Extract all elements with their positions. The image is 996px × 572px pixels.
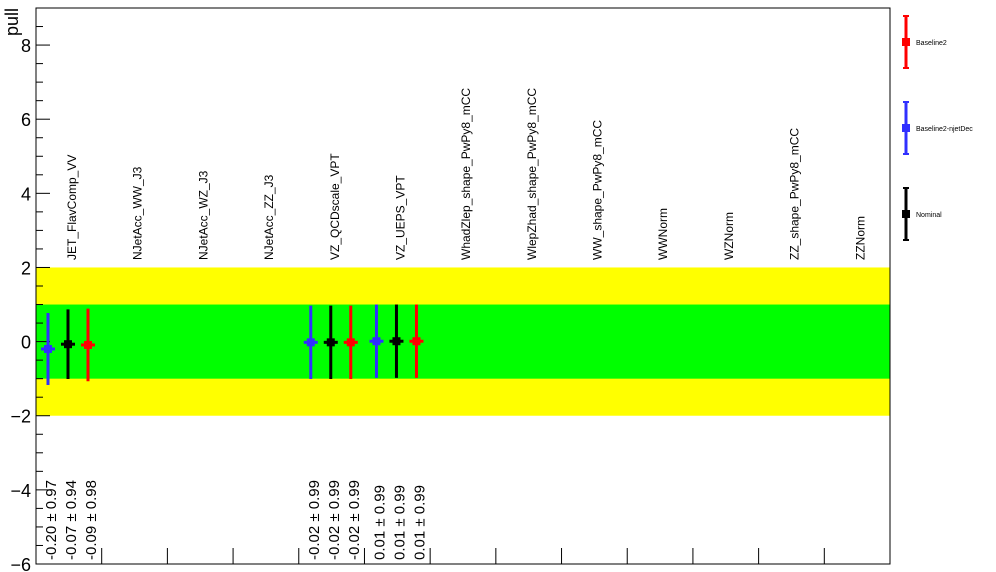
category-label: NJetAcc_ZZ_J3: [262, 174, 276, 260]
data-point: [306, 338, 315, 347]
data-point: [64, 340, 72, 349]
legend-label: Baseline2-njetDec: [916, 126, 973, 133]
legend-label: Nominal: [916, 212, 942, 219]
value-label: -0.02 ± 0.99: [306, 480, 323, 560]
category-label: VZ_UEPS_VPT: [393, 175, 407, 260]
category-label: WhadZlep_shape_PwPy8_mCC: [459, 88, 473, 260]
category-label: WlepZhad_shape_PwPy8_mCC: [525, 88, 539, 260]
value-label: 0.01 ± 0.99: [371, 485, 388, 560]
category-label: NJetAcc_WZ_J3: [196, 170, 210, 260]
category-label: NJetAcc_WW_J3: [131, 166, 145, 260]
legend-marker-point: [902, 38, 910, 46]
y-tick-label: 2: [21, 258, 31, 278]
y-tick-label: 4: [21, 184, 31, 204]
y-axis-label: pull: [2, 8, 22, 36]
category-label: VZ_QCDscale_VPT: [328, 153, 342, 260]
category-label: WZNorm: [722, 212, 736, 260]
value-label: -0.02 ± 0.99: [346, 480, 363, 560]
data-point: [84, 340, 92, 349]
value-label: -0.09 ± 0.98: [83, 480, 100, 560]
value-label: -0.20 ± 0.97: [43, 480, 60, 560]
y-tick-label: −6: [10, 555, 31, 572]
data-point: [412, 337, 421, 346]
category-label: ZZ_shape_PwPy8_mCC: [788, 128, 802, 260]
category-label: WW_shape_PwPy8_mCC: [591, 120, 605, 260]
value-label: -0.07 ± 0.94: [63, 480, 80, 560]
band-1-sigma: [36, 304, 890, 379]
y-tick-label: 8: [21, 36, 31, 56]
value-label: -0.02 ± 0.99: [326, 480, 343, 560]
category-label: JET_FlavComp_VV: [65, 155, 79, 260]
legend-marker-point: [902, 124, 910, 132]
category-label: ZZNorm: [853, 216, 867, 260]
y-tick-label: 6: [21, 110, 31, 130]
data-point: [372, 337, 381, 346]
data-point: [392, 337, 401, 346]
value-label: 0.01 ± 0.99: [391, 485, 408, 560]
legend-label: Baseline2: [916, 40, 947, 47]
y-tick-label: −4: [10, 481, 31, 501]
y-tick-label: −2: [10, 407, 31, 427]
category-label: WWNorm: [656, 208, 670, 260]
data-point: [326, 338, 335, 347]
data-point: [44, 345, 52, 354]
data-point: [346, 338, 355, 347]
value-label: 0.01 ± 0.99: [411, 485, 428, 560]
y-tick-label: 0: [21, 333, 31, 353]
legend-marker-point: [902, 210, 910, 218]
